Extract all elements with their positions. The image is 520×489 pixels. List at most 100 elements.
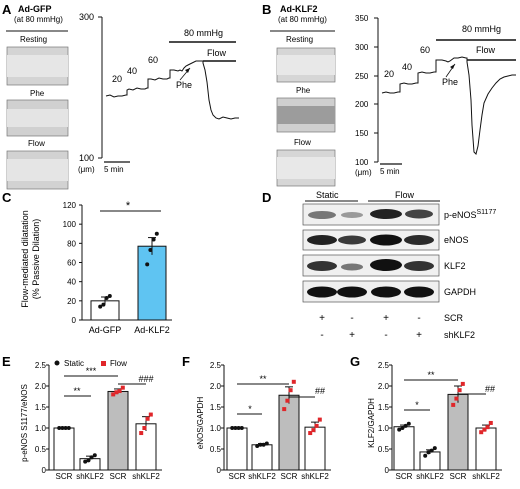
- point-c-1-3: [154, 231, 159, 236]
- point-g-1-2: [429, 448, 434, 453]
- y-tick-label-c-3: 60: [67, 259, 76, 268]
- y-tick-label-c-4: 80: [67, 239, 76, 248]
- x-label-g-scr-2: SCR: [450, 472, 467, 481]
- point-e-3-1: [142, 426, 147, 430]
- scale-bar-b: 5 min: [380, 167, 400, 176]
- point-e-1-2: [89, 455, 94, 460]
- x-label-f-scr-1: SCR: [229, 472, 246, 481]
- y-tick-label-f-2: 1.0: [210, 424, 222, 433]
- panel-letter-g: G: [350, 354, 360, 369]
- x-label-g-sh-1: shKLF2: [416, 472, 444, 481]
- y-axis-label-c-line2: (% Passive Dilation): [31, 219, 41, 300]
- point-f-3-0: [308, 431, 313, 436]
- row-label-eNOS: eNOS: [444, 235, 469, 245]
- bar-f-0: [226, 427, 248, 471]
- x-label-e-sh-1: shKLF2: [76, 472, 104, 481]
- point-f-2-1: [285, 398, 290, 403]
- point-g-0-2: [403, 423, 408, 428]
- point-f-3-1: [311, 428, 316, 433]
- x-label-f-scr-2: SCR: [281, 472, 298, 481]
- x-label-ad-gfp: Ad-GFP: [89, 325, 122, 335]
- condition-label-a: Ad-GFP: [18, 4, 52, 14]
- diameter-trace-a: [105, 60, 239, 120]
- sig-f-2: **: [259, 374, 267, 384]
- sig-f-1: *: [248, 404, 252, 414]
- bar-g-3: [475, 427, 497, 471]
- row-label-KLF2: KLF2: [444, 261, 466, 271]
- bar-e-0: [53, 427, 75, 471]
- bar-f-3: [304, 426, 326, 471]
- scr-sign-4: -: [417, 313, 420, 324]
- y-tick-label-g-3: 1.5: [378, 403, 390, 412]
- y-tick-100-b: 100: [355, 158, 369, 167]
- x-label-g-sh-2: shKLF2: [472, 472, 500, 481]
- y-tick-label-g-5: 2.5: [378, 361, 390, 370]
- flow-bar-label-b: Flow: [476, 45, 496, 55]
- bar-g-2: [447, 393, 469, 471]
- y-tick-label-g-2: 1.0: [378, 424, 390, 433]
- point-e-1-3: [92, 453, 97, 458]
- blot-row-eNOS: [302, 229, 440, 251]
- point-g-1-1: [426, 450, 431, 455]
- bar-chart-c: [90, 231, 167, 321]
- point-f-0-1: [233, 426, 238, 430]
- panel-e: E p-eNOS S1177/eNOS Static Flow 0 0.5 1.0 1…: [2, 354, 162, 481]
- pressure-note-a: (at 80 mmHg): [14, 15, 63, 24]
- pressure-note-b: (at 80 mmHg): [278, 15, 327, 24]
- scr-sign-2: -: [350, 313, 353, 324]
- point-e-0-2: [63, 426, 68, 430]
- point-e-2-3: [120, 385, 125, 390]
- point-f-0-2: [236, 426, 241, 430]
- point-f-2-3: [291, 379, 296, 384]
- y-tick-label-c-2: 40: [67, 278, 76, 287]
- point-g-0-1: [400, 426, 405, 430]
- point-g-2-2: [457, 388, 462, 393]
- sh-row-label: shKLF2: [444, 330, 475, 340]
- bar-f-1: [251, 444, 273, 471]
- panel-g: G KLF2/GAPDH 0 0.5 1.0 1.5 2.0 2.5 SCR shKLF2…: [350, 354, 502, 481]
- bar-chart-f: [226, 379, 326, 471]
- point-g-2-3: [460, 381, 465, 386]
- y-axis-b: 350 300 250 200 150 100: [355, 14, 378, 167]
- y-tick-label-c-5: 100: [63, 220, 77, 229]
- legend-static-label: Static: [64, 359, 84, 368]
- row-label-peNOS: p-eNOSS1177: [444, 209, 496, 220]
- y-tick-bottom-a: 100: [79, 153, 94, 163]
- y-tick-200-b: 200: [355, 100, 369, 109]
- point-g-0-3: [406, 421, 411, 426]
- bar-f-2: [278, 394, 300, 471]
- image-label-phe-a: Phe: [30, 89, 45, 98]
- y-tick-label-f-3: 1.5: [210, 403, 222, 412]
- x-label-e-sh-2: shKLF2: [132, 472, 160, 481]
- y-tick-150-b: 150: [355, 129, 369, 138]
- sig-g-2: **: [427, 370, 435, 380]
- y-tick-top-a: 300: [79, 12, 94, 22]
- y-tick-300-b: 300: [355, 43, 369, 52]
- pressure-bar-label-a: 80 mmHg: [184, 28, 223, 38]
- point-f-1-1: [258, 442, 263, 447]
- point-g-2-1: [454, 396, 459, 401]
- point-e-2-1: [114, 390, 119, 395]
- point-c-0-3: [107, 294, 112, 299]
- y-unit-b: (μm): [355, 168, 372, 177]
- x-label-e-scr-1: SCR: [56, 472, 73, 481]
- point-g-3-2: [485, 425, 490, 430]
- sh-sign-1: -: [320, 330, 323, 341]
- point-f-3-3: [317, 417, 322, 422]
- bar-c-1: [137, 245, 167, 321]
- pressure-label-40-b: 40: [402, 62, 412, 72]
- sh-sign-3: -: [384, 330, 387, 341]
- point-e-3-2: [145, 416, 150, 421]
- legend-flow-marker: [101, 361, 106, 366]
- y-tick-label-e-5: 2.5: [35, 361, 47, 370]
- image-label-resting-b: Resting: [286, 35, 313, 44]
- point-f-2-0: [282, 407, 287, 412]
- y-tick-label-e-0: 0: [42, 466, 47, 475]
- point-c-0-0: [98, 304, 103, 309]
- bar-g-0: [393, 426, 415, 471]
- bar-chart-e: [53, 385, 157, 471]
- flow-bar-label-a: Flow: [207, 48, 227, 58]
- panel-a: A Ad-GFP (at 80 mmHg) Resting Phe Flow 3…: [2, 2, 239, 190]
- sig-e-1: **: [73, 386, 81, 396]
- panel-b: B Ad-KLF2 (at 80 mmHg) Resting Phe Flow …: [262, 2, 516, 187]
